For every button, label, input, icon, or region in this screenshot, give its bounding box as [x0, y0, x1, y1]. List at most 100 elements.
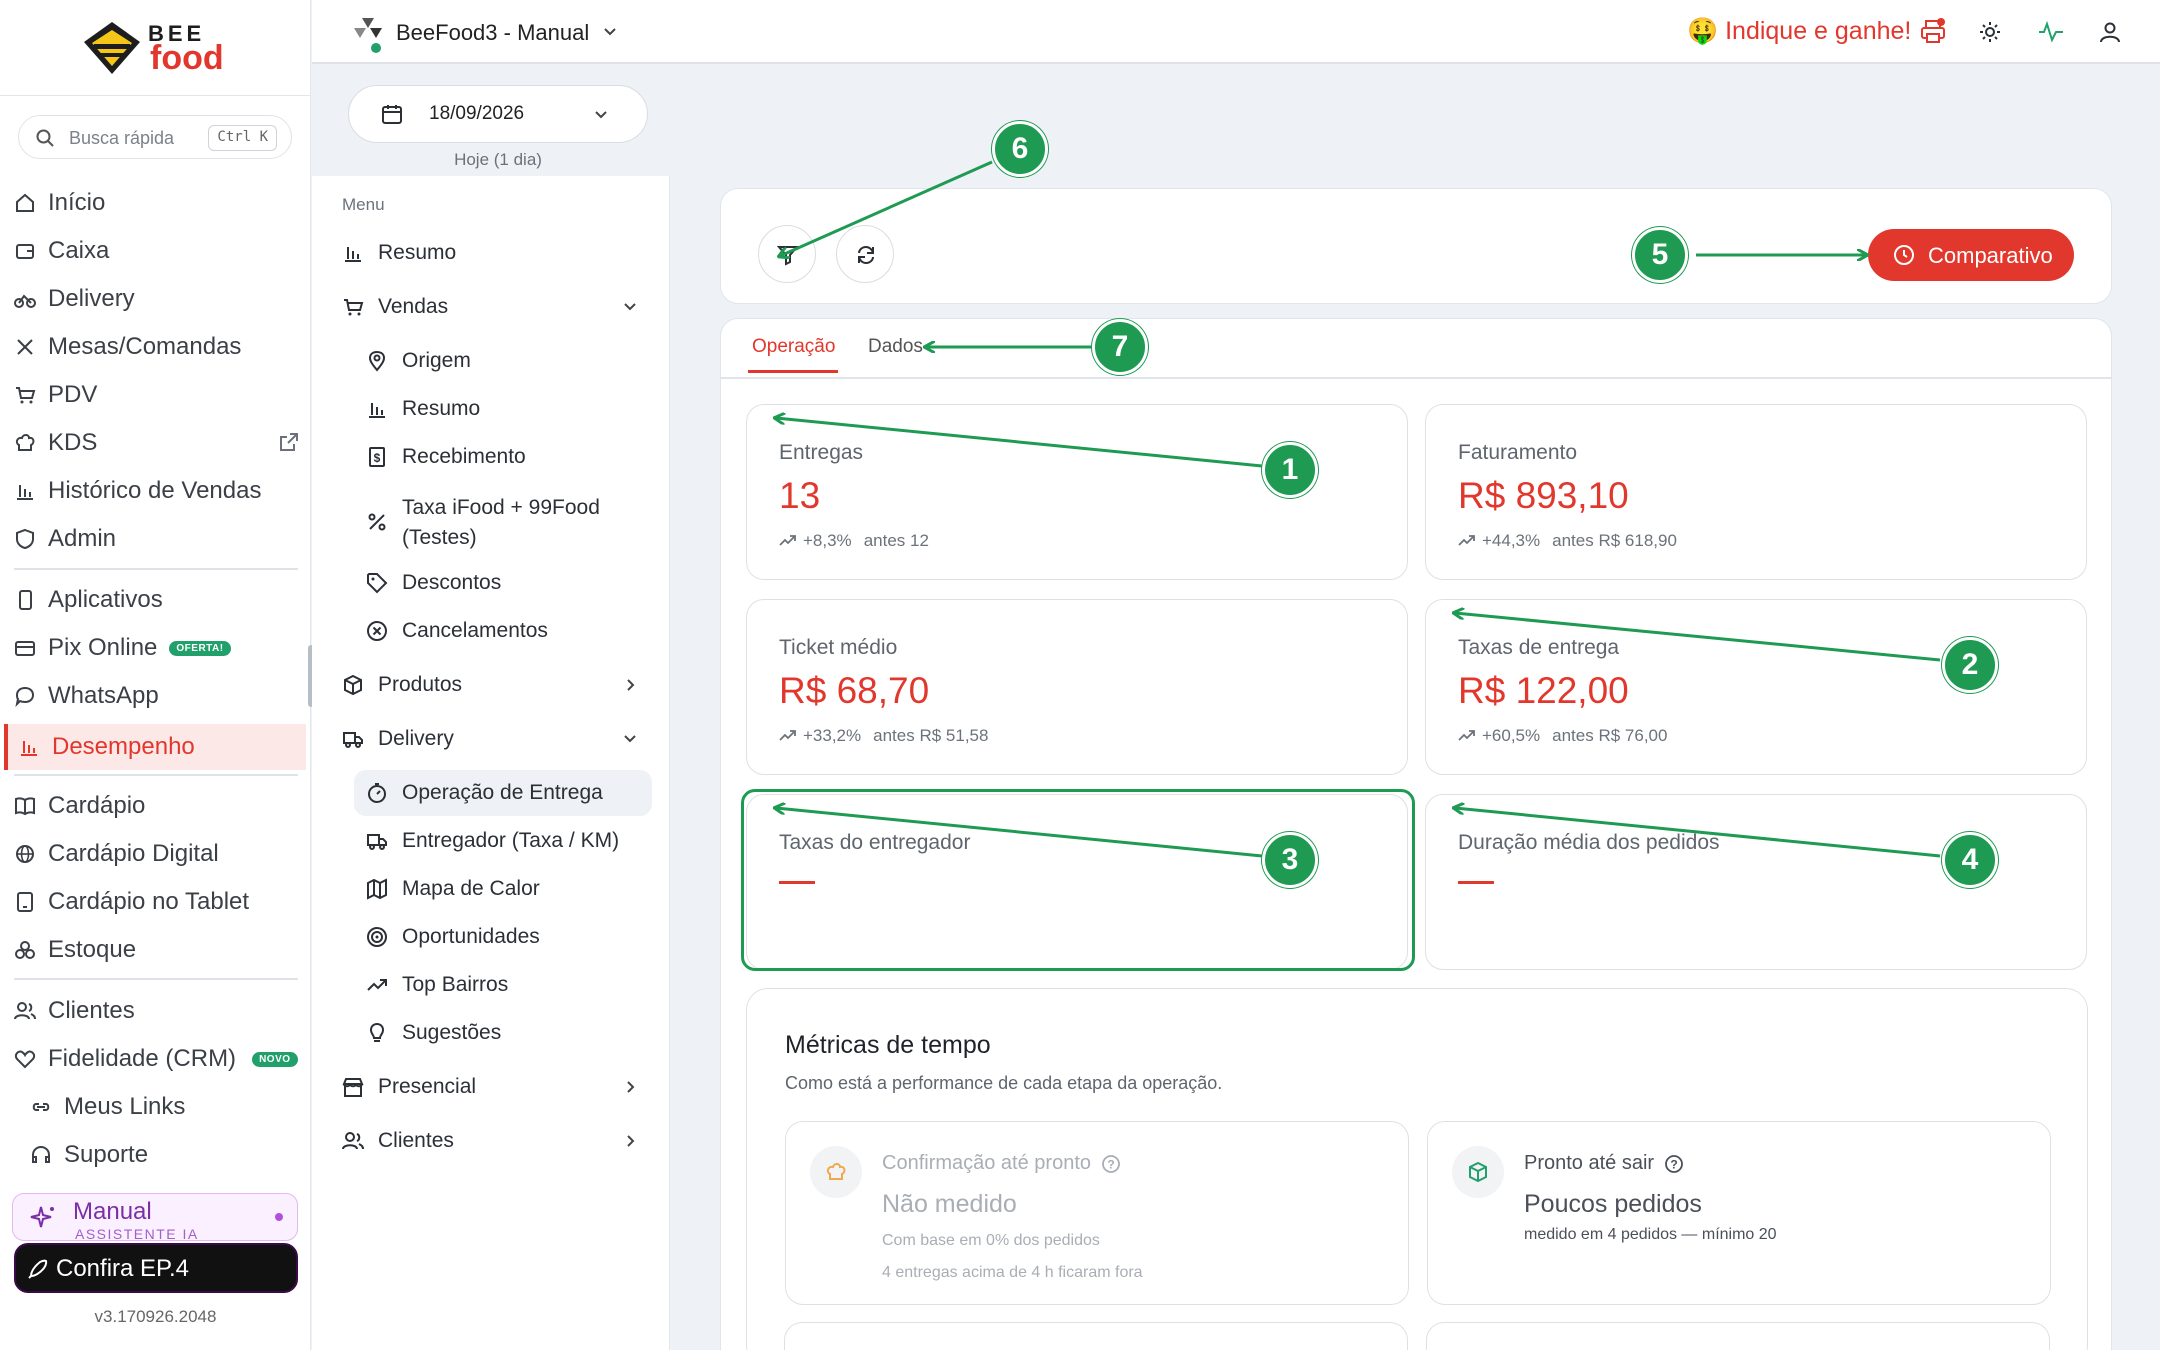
chevron-right-icon[interactable]: [622, 1133, 638, 1149]
kpi-value: R$ 893,10: [1458, 475, 1629, 516]
store-logo-icon[interactable]: [348, 14, 388, 54]
time-metrics-section: Métricas de tempo Como está a performanc…: [746, 988, 2088, 1350]
submenu-item-resumo[interactable]: Resumo: [342, 241, 456, 265]
sidebar-item-cardapio-tablet[interactable]: Cardápio no Tablet: [14, 882, 304, 922]
sidebar-item-desempenho[interactable]: Desempenho: [4, 724, 306, 770]
submenu-item-vendas[interactable]: Vendas: [342, 295, 448, 319]
submenu-label: Origem: [402, 349, 471, 372]
submenu-item-clientes[interactable]: Clientes: [342, 1129, 454, 1153]
help-circle-icon[interactable]: ?: [1664, 1154, 1684, 1174]
submenu-item-mapa-calor[interactable]: Mapa de Calor: [366, 877, 540, 901]
sidebar-item-cardapio-digital[interactable]: Cardápio Digital: [14, 834, 304, 874]
annotation-marker-1: 1: [1262, 442, 1318, 498]
filter-icon: [777, 246, 799, 266]
submenu-item-top-bairros[interactable]: Top Bairros: [366, 973, 508, 997]
sidebar-item-inicio[interactable]: Início: [14, 183, 304, 223]
submenu-item-descontos[interactable]: Descontos: [366, 571, 501, 595]
submenu-item-presencial[interactable]: Presencial: [342, 1075, 476, 1099]
refresh-button[interactable]: [836, 225, 894, 283]
annotation-marker-2: 2: [1942, 637, 1998, 693]
sidebar-item-clientes[interactable]: Clientes: [14, 991, 304, 1031]
submenu-item-delivery[interactable]: Delivery: [342, 727, 454, 751]
timer-icon: [368, 783, 386, 803]
promo-banner[interactable]: Confira EP.4: [14, 1243, 298, 1293]
credit-card-icon: [15, 641, 35, 656]
submenu-label: Descontos: [402, 571, 502, 594]
submenu-label: Mapa de Calor: [402, 877, 540, 900]
sidebar-item-caixa[interactable]: Caixa: [14, 231, 304, 271]
home-icon: [16, 193, 34, 212]
submenu-label: Clientes: [378, 1129, 454, 1152]
user-icon[interactable]: [2098, 20, 2122, 44]
section-title: Métricas de tempo: [785, 1031, 991, 1059]
sidebar-item-kds[interactable]: KDS: [14, 423, 304, 463]
chevron-down-icon[interactable]: [622, 299, 638, 315]
submenu-item-taxa-ifood[interactable]: Taxa iFood + 99Food (Testes): [366, 493, 600, 553]
submenu-item-produtos[interactable]: Produtos: [342, 673, 462, 697]
chevron-down-icon[interactable]: [622, 731, 638, 747]
metric-card-pronto-sair: Pronto até sair ? Poucos pedidos medido …: [1427, 1121, 2051, 1305]
headset-icon: [32, 1145, 50, 1163]
trending-up-icon: [779, 535, 796, 546]
sidebar-item-whatsapp[interactable]: WhatsApp: [14, 676, 304, 716]
active-tab-indicator: [748, 370, 838, 373]
top-header: BeeFood3 - Manual 🤑 Indique e ganhe!: [312, 0, 2160, 64]
sidebar-item-estoque[interactable]: Estoque: [14, 930, 304, 970]
sidebar-item-mesas[interactable]: Mesas/Comandas: [14, 327, 304, 367]
submenu-item-origem[interactable]: Origem: [366, 349, 471, 373]
sidebar-item-cardapio[interactable]: Cardápio: [14, 786, 304, 826]
sidebar-item-pix[interactable]: Pix Online OFERTA!: [14, 628, 304, 668]
sidebar-item-admin[interactable]: Admin: [14, 519, 304, 559]
submenu-item-cancelamentos[interactable]: Cancelamentos: [366, 619, 548, 643]
trending-up-icon: [1458, 535, 1475, 546]
sidebar-scrollbar[interactable]: [308, 645, 314, 707]
metric-card-partial: [784, 1322, 1408, 1350]
activity-icon[interactable]: [2038, 20, 2064, 44]
smartphone-icon: [19, 590, 32, 610]
submenu-item-recebimento[interactable]: $ Recebimento: [366, 445, 526, 469]
sidebar-item-label: Meus Links: [64, 1093, 186, 1120]
sidebar-item-delivery[interactable]: Delivery: [14, 279, 304, 319]
submenu-item-vendas-resumo[interactable]: Resumo: [366, 397, 480, 421]
assistant-status-dot: [275, 1213, 283, 1221]
truck-icon: [367, 834, 387, 850]
sidebar-item-suporte[interactable]: Suporte: [30, 1135, 320, 1175]
submenu-item-oportunidades[interactable]: Oportunidades: [366, 925, 540, 949]
quick-search-input[interactable]: Busca rápida Ctrl K: [18, 115, 292, 159]
external-link-icon[interactable]: [278, 431, 300, 453]
submenu-item-operacao-entrega[interactable]: Operação de Entrega: [366, 781, 603, 805]
referral-link[interactable]: 🤑 Indique e ganhe!: [1687, 17, 1911, 46]
refresh-icon: [858, 245, 874, 265]
app-version: v3.170926.2048: [94, 1307, 217, 1326]
sidebar-item-fidelidade[interactable]: Fidelidade (CRM) NOVO: [14, 1039, 304, 1079]
target-icon: [367, 927, 387, 947]
help-circle-icon[interactable]: ?: [1101, 1154, 1121, 1174]
sidebar-item-meus-links[interactable]: Meus Links: [30, 1087, 320, 1127]
chevron-right-icon[interactable]: [622, 677, 638, 693]
printer-icon[interactable]: [1919, 18, 1947, 46]
svg-text:$: $: [374, 451, 381, 465]
sidebar-item-pdv[interactable]: PDV: [14, 375, 304, 415]
submenu-item-sugestoes[interactable]: Sugestões: [366, 1021, 501, 1045]
icon-background: [810, 1146, 862, 1198]
bar-chart-icon: [369, 403, 385, 418]
kpi-card-taxas-entrega: Taxas de entrega R$ 122,00 +60,5% antes R…: [1425, 599, 2087, 775]
filter-button[interactable]: [758, 225, 816, 283]
ai-assistant-button[interactable]: Manual ASSISTENTE IA: [12, 1193, 298, 1242]
compare-button[interactable]: Comparativo: [1868, 229, 2074, 281]
assistant-subtitle: ASSISTENTE IA: [75, 1226, 199, 1242]
package-icon: [344, 674, 362, 696]
annotation-marker-6: 6: [992, 121, 1048, 177]
date-range-picker[interactable]: 18/09/2026: [348, 85, 648, 143]
tab-dados[interactable]: Dados: [868, 336, 923, 357]
submenu-label: Recebimento: [402, 445, 526, 468]
sun-icon[interactable]: [1978, 20, 2002, 44]
sidebar-item-label: Estoque: [48, 936, 137, 963]
sidebar-item-historico[interactable]: Histórico de Vendas: [14, 471, 304, 511]
submenu-item-entregador[interactable]: Entregador (Taxa / KM): [366, 829, 619, 853]
chevron-right-icon[interactable]: [622, 1079, 638, 1095]
store-selector[interactable]: BeeFood3 - Manual: [396, 20, 590, 45]
chevron-down-icon[interactable]: [602, 24, 618, 40]
sidebar-item-aplicativos[interactable]: Aplicativos: [14, 580, 304, 620]
tab-operacao[interactable]: Operação: [752, 336, 836, 357]
